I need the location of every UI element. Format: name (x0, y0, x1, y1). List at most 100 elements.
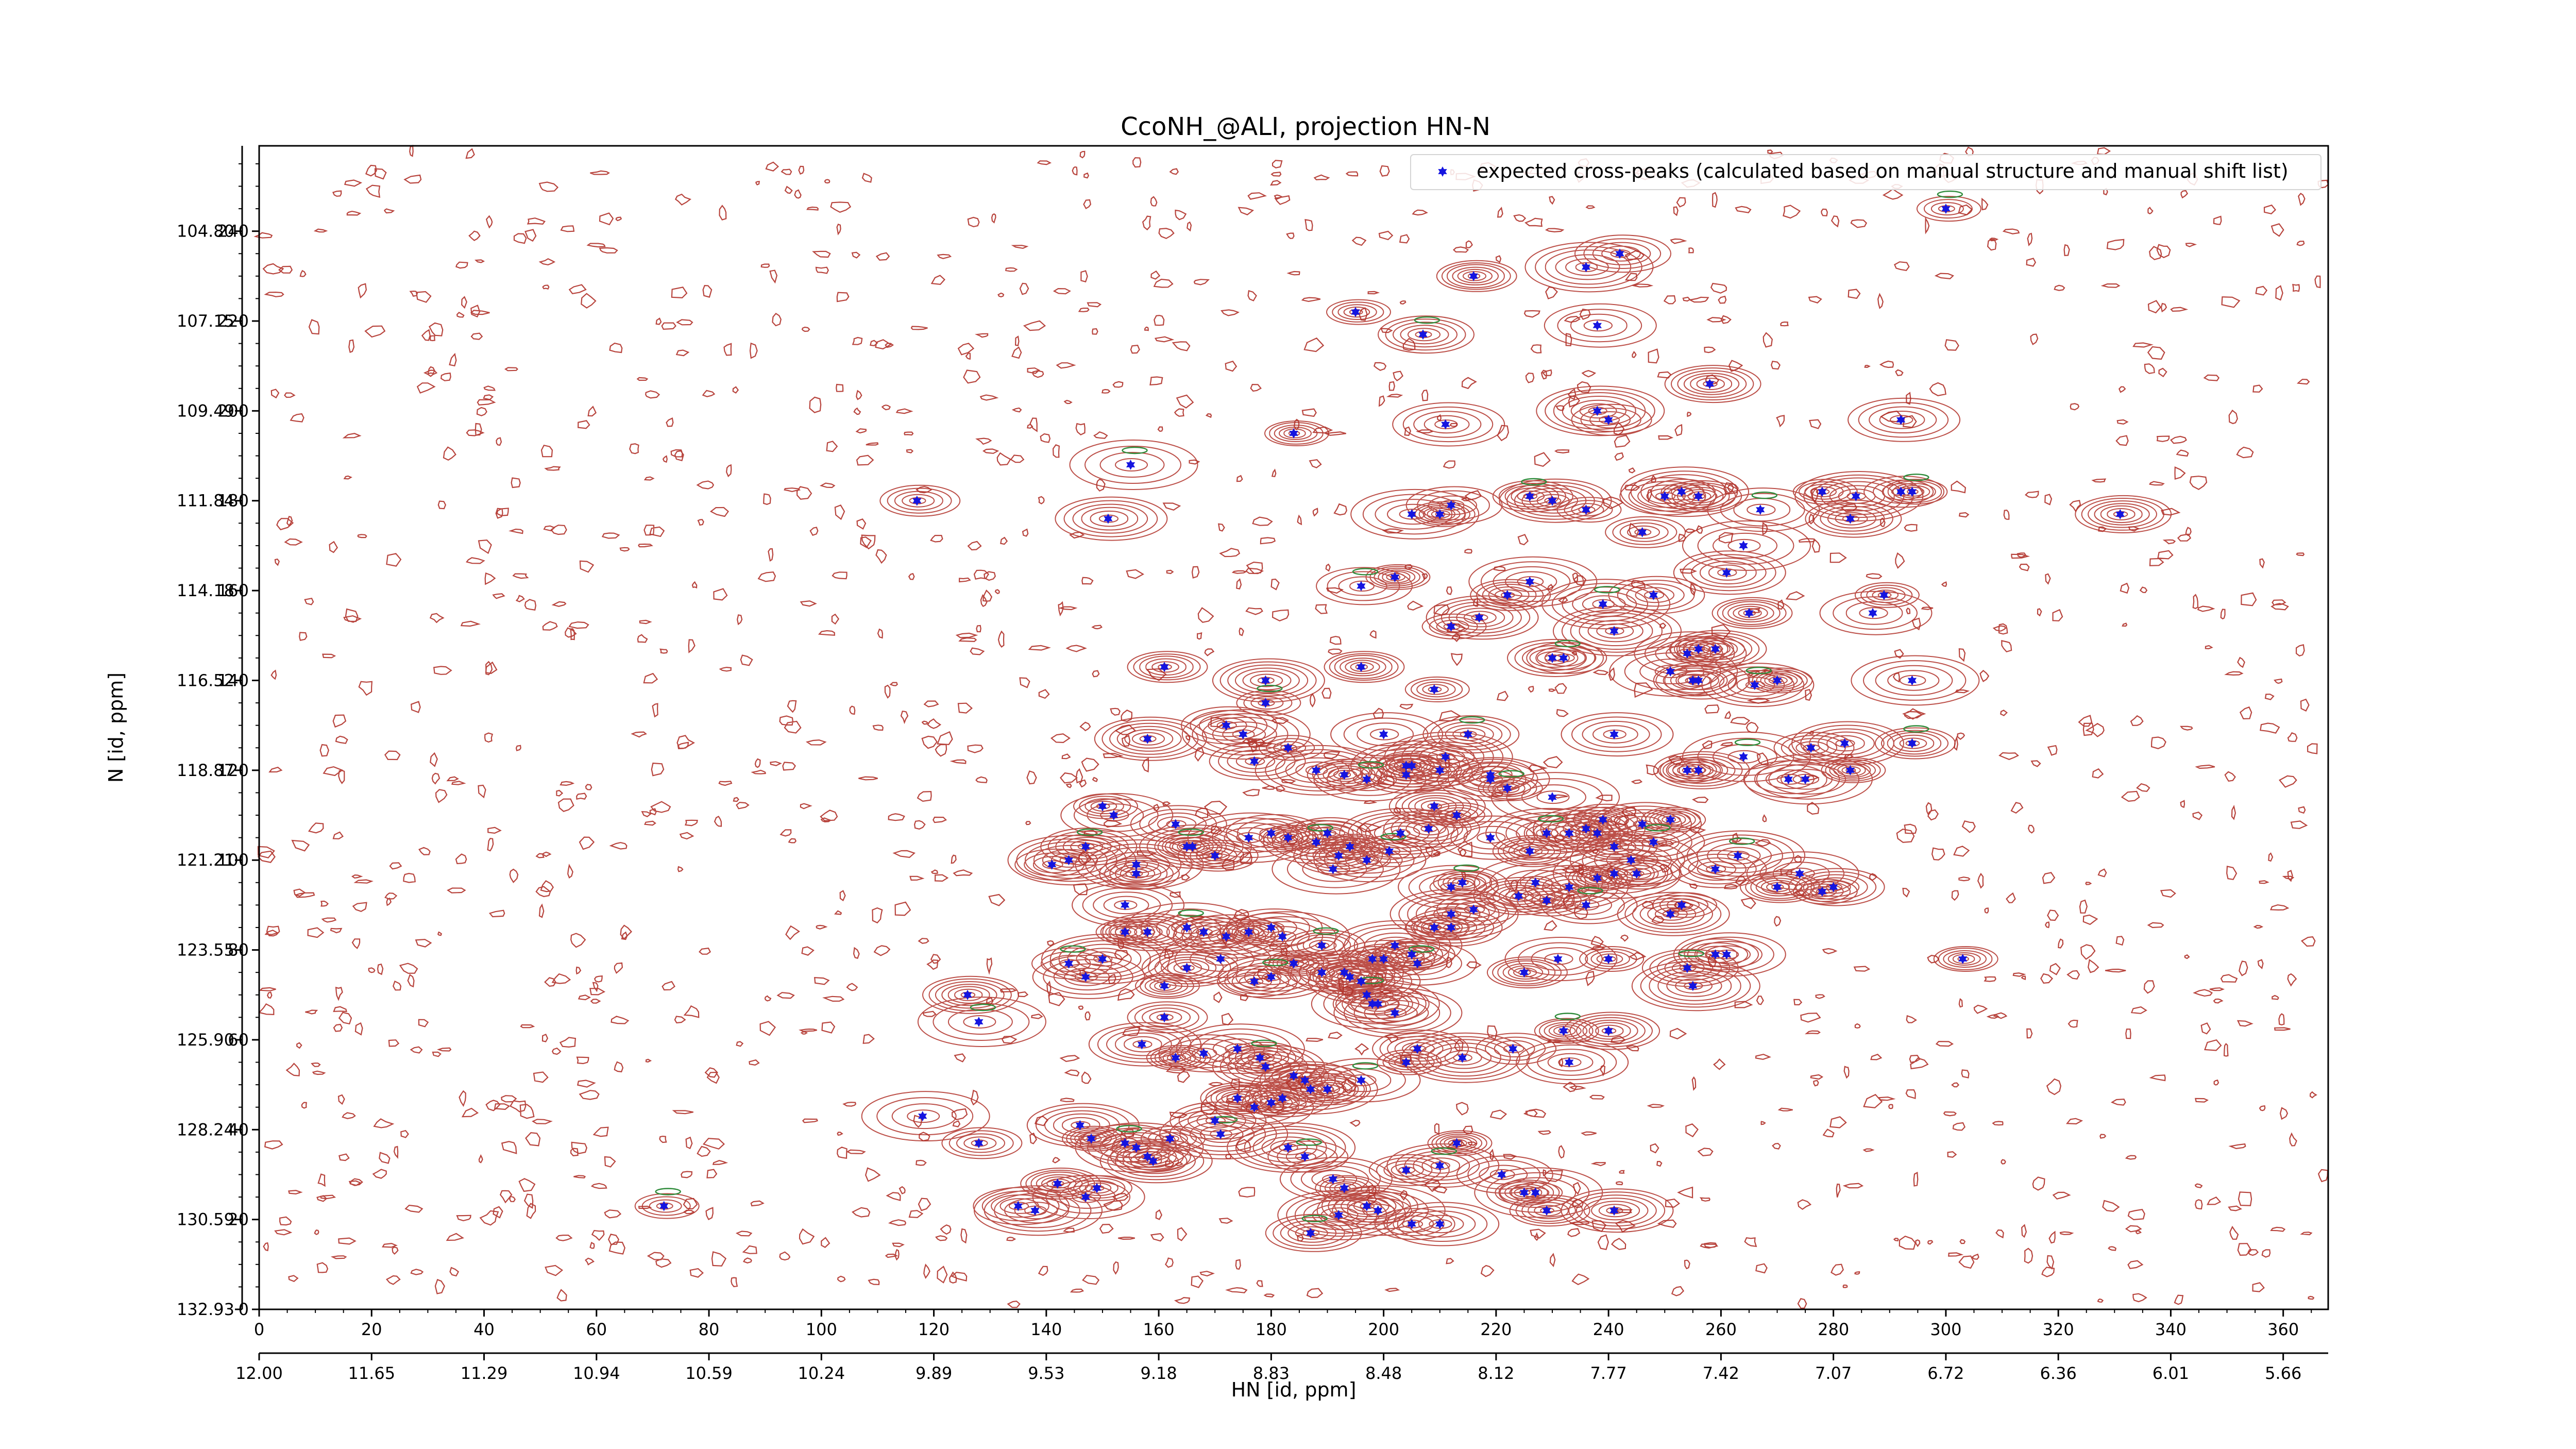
y-ppm-tick-label: 111.84 (177, 491, 234, 511)
cross-peak-marker (1756, 504, 1765, 515)
cross-peak-marker (1486, 832, 1495, 843)
cross-peak-marker (1407, 1219, 1416, 1229)
cross-peak-marker (1249, 976, 1259, 987)
cross-peak-marker (1666, 908, 1675, 919)
cross-peak-marker (1615, 248, 1624, 259)
cross-peak-marker (1328, 864, 1338, 874)
cross-peak-marker (1407, 509, 1416, 519)
cross-peak-marker (1435, 765, 1445, 776)
cross-peak-marker (1266, 828, 1276, 838)
cross-peak-marker (1126, 460, 1136, 470)
x-axis-label: HN [id, ppm] (1231, 1378, 1357, 1401)
y-axis-label: N [id, ppm] (105, 672, 127, 783)
cross-peak-marker (1818, 486, 1827, 497)
cross-peak-marker (1581, 823, 1591, 834)
cross-peak-marker (1160, 662, 1169, 672)
cross-peak-marker (1503, 589, 1512, 600)
cross-peak-marker (1598, 814, 1607, 825)
cross-peak-marker (1143, 733, 1152, 744)
cross-peak-marker (1435, 509, 1445, 519)
negative-contours (655, 190, 1963, 1222)
cross-peak-marker (1278, 931, 1287, 942)
cross-peak-marker (1525, 576, 1534, 587)
x-ppm-tick-label: 6.72 (1927, 1363, 1964, 1383)
x-tick-label: 320 (2043, 1320, 2074, 1339)
cross-peak-marker (1694, 675, 1703, 686)
cross-peak-marker (1851, 491, 1860, 501)
cross-peak-marker (1047, 859, 1057, 870)
cross-peak-marker (1407, 761, 1416, 771)
cross-peak-marker (1143, 1151, 1152, 1162)
x-tick-label: 160 (1143, 1320, 1175, 1339)
cross-peak-marker (1182, 841, 1192, 852)
cross-peak-marker (1666, 666, 1675, 677)
cross-peak-marker (1266, 1098, 1276, 1108)
cross-peak-marker (1300, 1151, 1310, 1162)
cross-peak-marker (1306, 1227, 1315, 1238)
y-ppm-tick-label: 128.24 (177, 1120, 234, 1139)
cross-peak-marker (1722, 567, 1731, 578)
cross-peak-marker (1435, 1219, 1445, 1229)
cross-peak-marker (1598, 599, 1607, 610)
cross-peak-marker (1379, 729, 1388, 740)
cross-peak-marker (1390, 1007, 1400, 1018)
cross-peak-marker (1592, 828, 1602, 838)
cross-peak-marker (912, 495, 922, 506)
cross-peak-marker (1519, 1187, 1529, 1198)
cross-peak-marker (1160, 981, 1169, 991)
cross-peak-marker (1216, 1129, 1225, 1139)
cross-peak-marker (1075, 1120, 1084, 1131)
cross-peak-marker (1458, 877, 1467, 888)
cross-peak-marker (1407, 949, 1416, 960)
cross-peak-marker (1312, 765, 1321, 776)
cross-peak-marker (1053, 1178, 1062, 1189)
cross-peak-marker (1722, 949, 1731, 960)
cross-peak-marker (1278, 1093, 1287, 1104)
cross-peak-marker (1907, 486, 1917, 497)
cross-peak-marker (1289, 428, 1298, 439)
cross-peak-marker (1165, 1133, 1175, 1144)
x-tick-label: 280 (1818, 1320, 1849, 1339)
x-ppm-tick-label: 11.29 (461, 1363, 508, 1383)
x-tick-label: 120 (918, 1320, 950, 1339)
cross-peak-marker (1531, 1187, 1540, 1198)
y-tick-label: 20 (228, 1210, 249, 1229)
x-axis-index: 0 20 40 60 80 100 120 140 160 180 200 220 240 260 280 3… (254, 1309, 2312, 1339)
cross-peak-marker (1289, 1070, 1298, 1081)
cross-peak-marker (1559, 1025, 1568, 1036)
x-ppm-tick-label: 6.01 (2153, 1363, 2189, 1383)
y-ppm-tick-label: 114.18 (177, 581, 234, 600)
cross-peak-marker (1379, 954, 1388, 964)
cross-peak-marker (1064, 958, 1074, 969)
cross-peak-marker (1868, 608, 1877, 618)
x-ppm-tick-label: 9.18 (1140, 1363, 1177, 1383)
cross-peak-marker (1801, 774, 1810, 785)
x-tick-label: 360 (2267, 1320, 2299, 1339)
x-ppm-tick-label: 7.07 (1815, 1363, 1852, 1383)
cross-peak-marker (1340, 1183, 1349, 1193)
cross-peak-marker (1592, 320, 1602, 331)
cross-peak-marker (1401, 1165, 1411, 1175)
x-ppm-tick-label: 8.12 (1478, 1363, 1514, 1383)
cross-peak-marker (1357, 581, 1366, 592)
cross-peak-marker (1261, 675, 1270, 686)
cross-peak-marker (974, 1017, 984, 1027)
x-ppm-tick-label: 12.00 (235, 1363, 283, 1383)
cross-peak-marker (1081, 841, 1090, 852)
cross-peak-marker (1941, 204, 1951, 214)
chart-title: CcoNH_@ALI, projection HN-N (1121, 112, 1490, 141)
x-tick-label: 80 (699, 1320, 720, 1339)
cross-peak-marker (1357, 976, 1366, 987)
cross-peak-marker (1030, 1205, 1040, 1216)
cross-peak-marker (1300, 1075, 1310, 1086)
cross-peak-marker (1463, 729, 1472, 740)
cross-peak-marker (1896, 414, 1906, 425)
x-ppm-tick-label: 9.53 (1028, 1363, 1064, 1383)
y-ppm-tick-label: 104.80 (177, 222, 234, 241)
cross-peak-marker (1458, 1052, 1467, 1063)
cross-peak-marker (1312, 837, 1321, 848)
cross-peak-marker (1660, 491, 1669, 501)
cross-peak-marker (1171, 1052, 1180, 1063)
y-tick-label: 140 (217, 670, 249, 690)
